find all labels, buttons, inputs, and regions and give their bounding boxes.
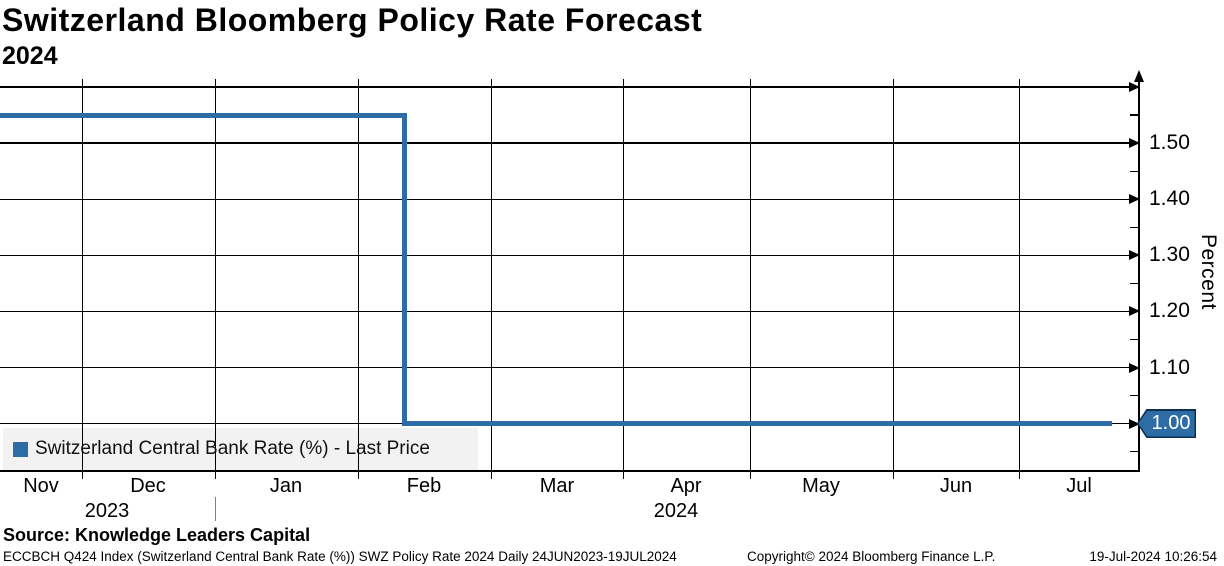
series-line — [402, 112, 407, 427]
y-minor-tick — [1130, 394, 1138, 397]
y-minor-tick — [1130, 226, 1138, 228]
x-tick-label: Apr — [670, 475, 702, 497]
x-tick-label: May — [802, 475, 840, 497]
gridline-arrow-icon — [1129, 362, 1140, 373]
v-gridline — [491, 79, 493, 479]
y-axis-arrow-icon — [1134, 70, 1144, 82]
x-tick-label: Jul — [1066, 475, 1092, 497]
y-minor-tick — [1130, 114, 1138, 116]
series-line — [0, 112, 407, 118]
y-tick-label: 1.40 — [1149, 187, 1190, 211]
right-axis-line — [1138, 78, 1140, 471]
last-price-value: 1.00 — [1151, 412, 1191, 434]
v-gridline — [1019, 79, 1021, 479]
h-gridline — [0, 142, 1129, 144]
gridline-arrow-icon — [1129, 194, 1140, 205]
v-gridline — [623, 79, 625, 479]
gridline-arrow-icon — [1129, 250, 1140, 261]
gridline-arrow-icon — [1129, 306, 1140, 317]
x-tick-label: Jun — [939, 475, 973, 497]
y-minor-tick — [1130, 451, 1138, 453]
gridline-arrow-icon — [1129, 418, 1140, 429]
v-gridline — [893, 79, 895, 479]
gridline-arrow-icon — [1129, 138, 1140, 149]
x-tick-label: Mar — [539, 475, 575, 497]
x-tick-label: Jan — [269, 475, 303, 497]
year-label: 2024 — [653, 500, 699, 522]
v-gridline — [82, 79, 84, 479]
x-tick-label: Dec — [130, 475, 166, 497]
timestamp: 19-Jul-2024 10:26:54 — [1089, 549, 1217, 564]
bottom-axis-line — [0, 470, 1140, 472]
series-line — [402, 421, 1112, 427]
last-price-tag: 1.00 — [1137, 409, 1196, 438]
y-minor-tick — [1130, 282, 1138, 285]
h-gridline — [0, 86, 1129, 88]
legend-marker-icon — [13, 442, 28, 457]
h-gridline — [0, 310, 1129, 313]
y-tick-label: 1.50 — [1149, 131, 1190, 155]
page-subtitle: 2024 — [2, 42, 58, 70]
gridline-arrow-icon — [1129, 82, 1140, 92]
y-minor-tick — [1130, 338, 1138, 341]
h-gridline — [0, 366, 1129, 369]
y-tick-label: 1.30 — [1149, 243, 1190, 267]
y-tick-label: 1.10 — [1149, 355, 1190, 379]
page-title: Switzerland Bloomberg Policy Rate Foreca… — [2, 2, 703, 38]
legend-label: Switzerland Central Bank Rate (%) - Last… — [35, 438, 430, 459]
x-tick-label: Nov — [23, 475, 59, 497]
h-gridline — [0, 254, 1129, 256]
y-tick-label: 1.20 — [1149, 299, 1190, 323]
year-label: 2023 — [84, 500, 130, 522]
last-price-tag-fill — [1138, 410, 1195, 437]
x-tick-label: Feb — [406, 475, 442, 497]
v-gridline — [215, 79, 217, 479]
h-gridline — [0, 198, 1129, 200]
source-label: Source: Knowledge Leaders Capital — [3, 525, 311, 545]
v-gridline — [358, 79, 360, 479]
y-minor-tick — [1130, 170, 1138, 172]
year-separator — [215, 497, 216, 521]
v-gridline — [750, 79, 752, 479]
y-axis-title: Percent — [1197, 234, 1220, 310]
index-info: ECCBCH Q424 Index (Switzerland Central B… — [3, 549, 677, 564]
copyright: Copyright© 2024 Bloomberg Finance L.P. — [747, 549, 996, 564]
